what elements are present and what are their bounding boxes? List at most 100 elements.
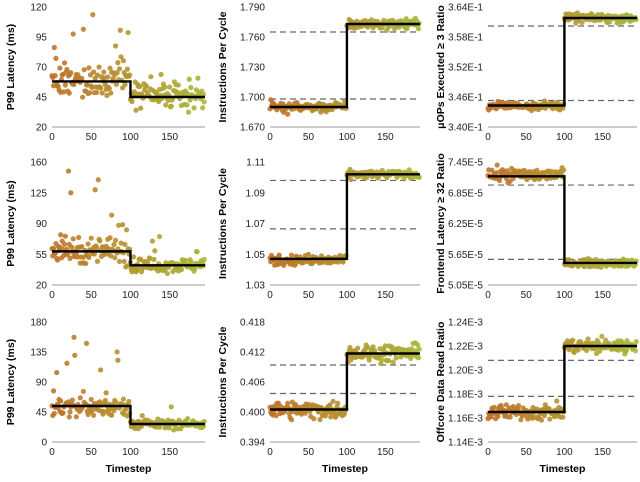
y-tick-label: 1.24E-3 (448, 318, 483, 329)
data-point (408, 346, 415, 352)
data-point (305, 251, 312, 257)
data-point (58, 232, 64, 238)
data-point (123, 405, 130, 412)
data-point (370, 344, 376, 350)
data-point (311, 416, 317, 422)
x-tick-label: 0 (49, 447, 55, 458)
change-point-line (52, 404, 205, 426)
y-tick-label: 6.85E-5 (448, 188, 483, 199)
data-point (125, 29, 131, 36)
y-tick-label: 125 (30, 188, 47, 199)
data-point (81, 67, 87, 73)
data-point (97, 238, 103, 244)
data-point (149, 238, 156, 244)
data-point (167, 84, 173, 90)
x-tick-label: 50 (86, 447, 98, 458)
points (49, 168, 207, 277)
y-tick-label: 5.65E-5 (448, 250, 483, 261)
x-tick-label: 100 (122, 447, 139, 458)
data-point (73, 414, 79, 420)
data-point (86, 65, 92, 71)
chart-p1: 20 45 70 95 120 0 50 100 150 P99 Latency (ms) (5, 3, 207, 143)
data-point (112, 255, 118, 261)
data-point (585, 336, 591, 342)
data-point (109, 412, 115, 418)
data-point (71, 334, 77, 340)
chart-p5: 1.03 1.05 1.07 1.09 1.11 0 50 100 150 Instruction… (217, 158, 422, 301)
data-point (152, 248, 158, 254)
x-tick-label: 0 (49, 132, 55, 143)
data-point (495, 413, 501, 420)
y-tick-label: 3.58E-1 (448, 33, 483, 44)
data-point (596, 348, 603, 354)
y-tick-label: 1.05 (246, 250, 266, 261)
data-point (115, 357, 121, 363)
data-point (164, 270, 170, 277)
data-point (328, 414, 334, 420)
data-point (145, 259, 151, 265)
data-point (415, 342, 421, 348)
points (267, 166, 422, 268)
y-tick-label: 3.52E-1 (448, 63, 483, 74)
data-point (151, 256, 157, 263)
data-point (382, 343, 388, 349)
change-point-line (270, 22, 420, 109)
data-point (50, 245, 57, 252)
data-point (60, 410, 66, 416)
data-point (107, 65, 113, 71)
data-point (66, 414, 72, 420)
data-point (54, 257, 61, 263)
x-axis-label: Timestep (540, 463, 586, 475)
y-tick-label: 160 (30, 158, 47, 169)
y-tick-label: 1.09 (246, 188, 266, 199)
data-point (288, 417, 295, 423)
data-point (184, 102, 190, 108)
y-tick-label: 135 (30, 348, 47, 359)
x-tick-label: 150 (161, 290, 178, 301)
data-point (70, 236, 76, 242)
y-tick-label: 1.790 (240, 3, 265, 14)
data-point (90, 69, 97, 75)
data-point (494, 162, 500, 168)
data-point (560, 414, 566, 420)
data-point (129, 269, 135, 275)
data-point (335, 400, 341, 406)
data-point (348, 176, 354, 183)
data-point (98, 367, 104, 373)
data-point (94, 245, 100, 251)
change-point-line (270, 173, 420, 261)
x-tick-label: 100 (556, 290, 573, 301)
data-point (116, 258, 123, 265)
data-point (62, 233, 68, 239)
data-point (111, 241, 117, 248)
chart-p2: 1.670 1.700 1.730 1.760 1.790 0 50 100 150 Instru… (217, 3, 422, 143)
data-point (76, 234, 82, 241)
data-point (118, 54, 124, 60)
data-point (66, 90, 72, 96)
data-point (186, 76, 192, 82)
data-point (200, 105, 206, 111)
data-point (147, 255, 153, 262)
x-tick-label: 100 (339, 132, 356, 143)
x-tick-label: 150 (377, 132, 394, 143)
data-point (61, 89, 67, 95)
data-point (92, 187, 98, 193)
data-point (85, 241, 91, 247)
data-point (273, 413, 279, 419)
y-tick-label: 0.394 (240, 438, 265, 449)
y-tick-label: 1.07 (246, 219, 266, 230)
data-point (54, 369, 60, 376)
data-point (124, 66, 130, 72)
change-point-line (488, 344, 637, 414)
y-axis-label: Instructions Per Cycle (217, 168, 229, 279)
data-point (366, 357, 372, 363)
data-point (574, 10, 581, 16)
data-point (570, 337, 576, 343)
data-point (127, 72, 133, 78)
data-point (168, 404, 174, 410)
y-tick-label: 20 (36, 123, 48, 134)
data-point (583, 347, 590, 354)
data-point (276, 252, 282, 258)
y-tick-label: 5.05E-5 (448, 281, 483, 292)
y-tick-label: 1.670 (240, 123, 265, 134)
